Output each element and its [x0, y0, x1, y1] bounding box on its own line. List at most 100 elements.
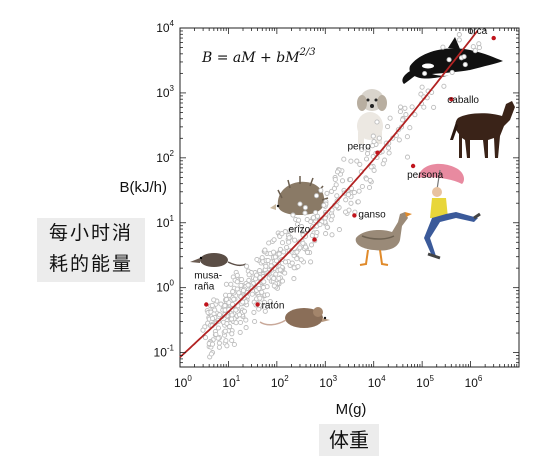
scatter-point: [227, 324, 233, 330]
scatter-point: [237, 329, 243, 335]
scatter-point: [462, 62, 468, 68]
scatter-point: [366, 184, 373, 191]
scatter-point: [370, 133, 376, 139]
scatter-point: [259, 289, 265, 295]
scatter-point: [277, 246, 283, 252]
dog-icon: [357, 89, 387, 144]
scatter-point: [230, 301, 236, 307]
scatter-point: [212, 307, 218, 313]
species-label: perro: [348, 142, 372, 153]
scatter-point: [371, 167, 377, 173]
scatter-point: [210, 315, 216, 322]
species-point: [410, 163, 416, 169]
orca-icon: [402, 37, 503, 84]
scatter-point: [385, 124, 391, 130]
equation-main: B = aM + bM: [201, 50, 300, 66]
scatter-point: [297, 245, 303, 251]
scatter-point: [222, 303, 228, 309]
x-tick-label: 105: [416, 374, 434, 390]
fit-curve-line: [179, 29, 479, 358]
scatter-point: [222, 328, 228, 334]
species-point: [449, 97, 454, 102]
scatter-point: [261, 299, 268, 305]
scatter-point: [332, 176, 338, 183]
x-tick-exp: 0: [187, 374, 192, 383]
scatter-point: [364, 151, 371, 157]
species-label: orca: [468, 26, 488, 37]
y-tick-base: 10: [156, 216, 170, 230]
scatter-point: [286, 235, 292, 241]
y-tick-exp: 1: [170, 214, 175, 223]
scatter-point: [321, 202, 327, 208]
scatter-point: [333, 182, 339, 188]
scatter-point: [262, 308, 268, 314]
scatter-point: [266, 240, 272, 246]
scatter-point: [246, 272, 252, 278]
scatter-point: [271, 237, 277, 243]
scatter-point: [200, 327, 206, 333]
scatter-point: [367, 177, 373, 183]
scatter-point: [244, 263, 250, 269]
scatter-point: [355, 199, 361, 205]
scatter-point: [243, 317, 249, 323]
x-tick-label: 104: [368, 374, 386, 390]
scatter-point: [351, 189, 357, 196]
scatter-point: [257, 268, 263, 274]
species-label: musa-raña: [194, 271, 222, 293]
scatter-point: [354, 158, 360, 164]
species-label: persona: [407, 170, 444, 181]
y-tick-label: 104: [156, 19, 174, 35]
x-tick-exp: 2: [284, 374, 289, 383]
scatter-point: [303, 244, 309, 250]
scatter-point: [290, 212, 296, 218]
scatter-point: [334, 169, 341, 175]
scatter-point: [216, 344, 222, 350]
horse-icon: [450, 101, 515, 158]
y-tick-base: 10: [156, 21, 170, 35]
scatter-point: [231, 341, 237, 348]
scatter-point: [295, 263, 301, 270]
species-label-line: musa-: [194, 271, 222, 282]
scatter-point: [404, 154, 411, 160]
mouse-icon: [259, 307, 330, 328]
scatter-point: [216, 340, 222, 346]
scatter-point: [396, 137, 402, 143]
x-tick-label: 102: [271, 374, 289, 390]
species-label-line: erizo: [289, 225, 311, 236]
scatter-point: [277, 267, 283, 273]
scatter-point: [279, 240, 286, 246]
scatter-point: [336, 227, 342, 233]
y-tick-exp: 4: [170, 19, 175, 28]
scatter-point: [348, 158, 354, 164]
scatter-point: [231, 296, 237, 302]
scatter-point: [456, 32, 462, 38]
scatter-point: [230, 289, 236, 295]
scatter-point: [223, 338, 229, 344]
scatter-point: [294, 221, 301, 227]
species-label: ganso: [358, 209, 386, 220]
y-tick-label: 103: [156, 84, 174, 100]
scatter-point: [294, 256, 300, 262]
scatter-point: [310, 215, 316, 221]
scatter-point: [238, 282, 244, 288]
scatter-point: [298, 257, 304, 263]
scatter-point: [299, 224, 305, 230]
scatter-point: [371, 139, 377, 145]
scatter-point: [419, 84, 425, 90]
scatter-point: [446, 57, 452, 63]
scatter-point: [304, 216, 310, 223]
scatter-point: [282, 270, 288, 276]
scatter-point: [245, 282, 251, 288]
y-tick-exp: 0: [170, 279, 175, 288]
scatter-point: [260, 284, 266, 291]
species-point: [375, 150, 380, 155]
x-tick-base: 10: [368, 376, 382, 390]
x-axis-chinese-label: 体重: [319, 424, 379, 456]
scatter-point: [449, 69, 455, 75]
scatter-point: [236, 312, 242, 318]
y-axis-chinese-label: 每小时消 耗的能量: [37, 218, 145, 282]
scatter-point: [264, 292, 270, 298]
scatter-point: [223, 281, 229, 287]
scatter-point: [456, 37, 462, 43]
